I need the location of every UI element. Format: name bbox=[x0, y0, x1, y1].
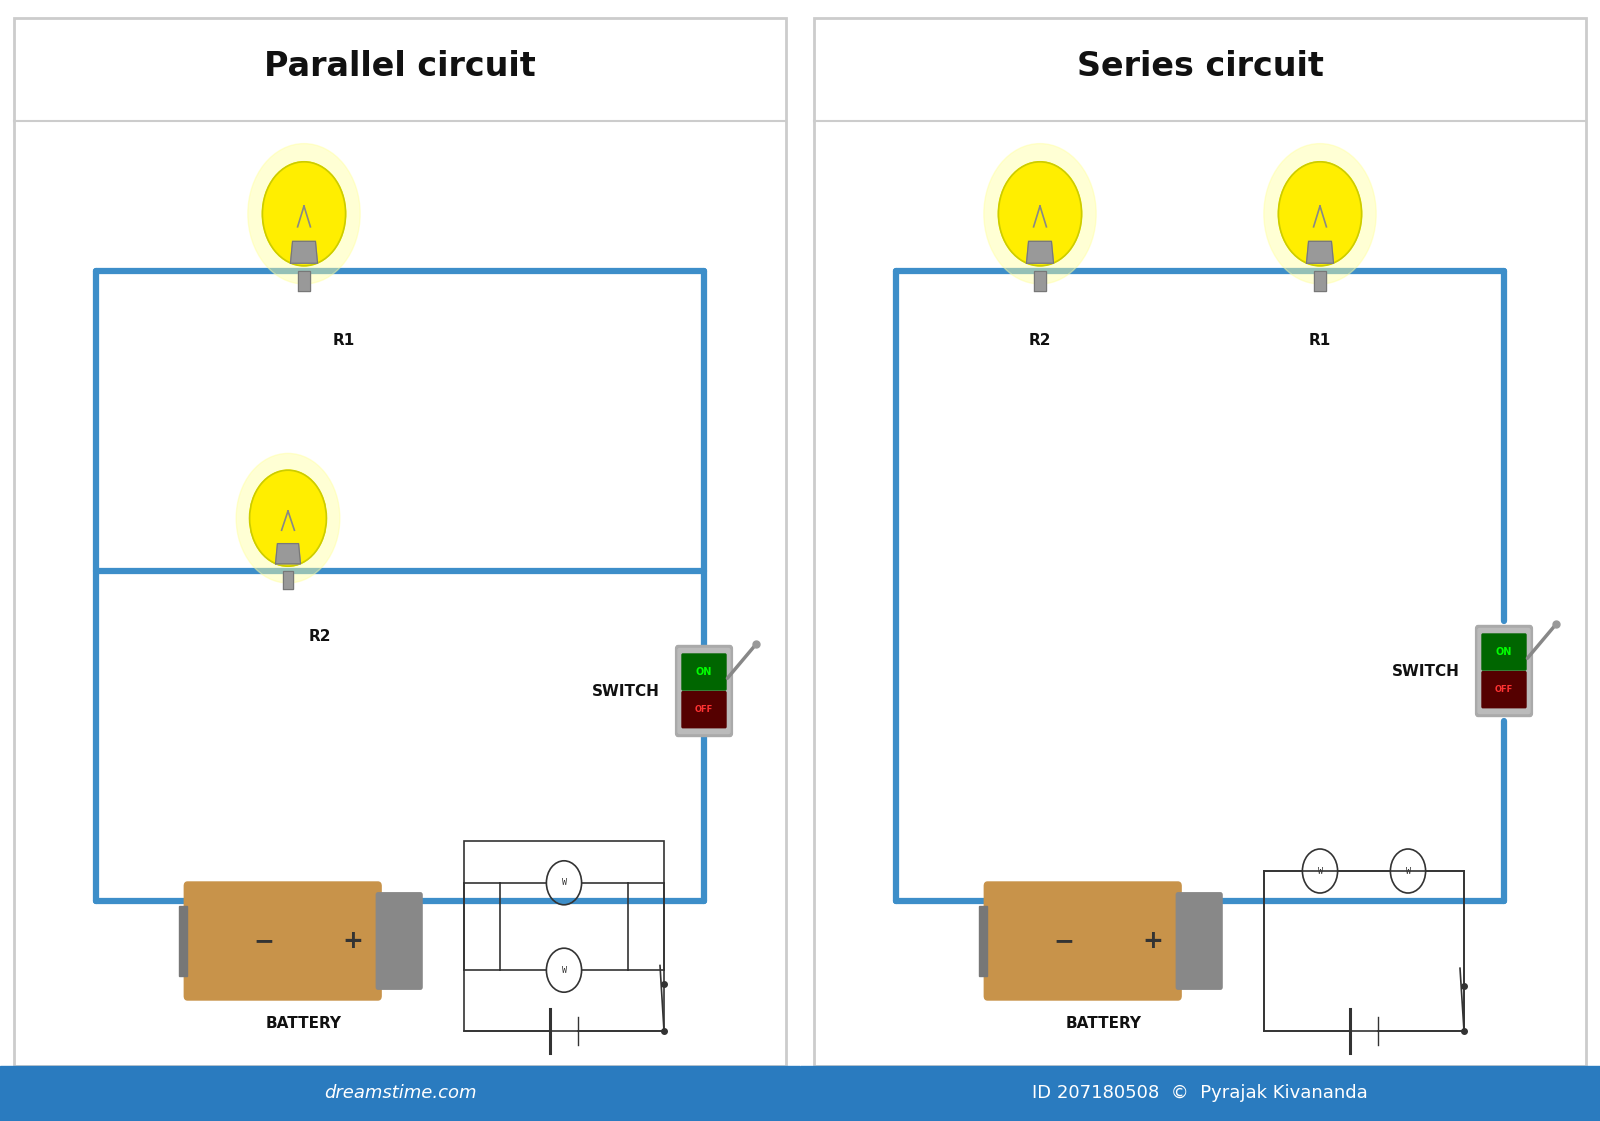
FancyBboxPatch shape bbox=[1475, 626, 1533, 716]
Polygon shape bbox=[275, 544, 301, 564]
Text: SWITCH: SWITCH bbox=[1392, 664, 1459, 678]
FancyBboxPatch shape bbox=[1482, 634, 1526, 670]
Circle shape bbox=[1264, 143, 1376, 284]
Bar bbox=[1314, 271, 1326, 290]
Text: Series circuit: Series circuit bbox=[1077, 49, 1323, 83]
Circle shape bbox=[250, 470, 326, 566]
Bar bbox=[0, 1066, 800, 1121]
Circle shape bbox=[984, 143, 1096, 284]
FancyBboxPatch shape bbox=[376, 892, 422, 989]
Text: W: W bbox=[1317, 867, 1323, 876]
Text: R1: R1 bbox=[333, 333, 355, 348]
FancyBboxPatch shape bbox=[1482, 671, 1526, 707]
Text: +: + bbox=[342, 929, 363, 953]
FancyBboxPatch shape bbox=[1478, 629, 1530, 713]
Polygon shape bbox=[1027, 241, 1053, 263]
Circle shape bbox=[262, 161, 346, 266]
Text: W: W bbox=[562, 965, 566, 974]
Text: +: + bbox=[1142, 929, 1163, 953]
Text: −: − bbox=[1053, 929, 1074, 953]
Bar bbox=[464, 841, 664, 1031]
Text: W: W bbox=[562, 878, 566, 888]
Text: ID 207180508  ©  Pyrajak Kivananda: ID 207180508 © Pyrajak Kivananda bbox=[1032, 1084, 1368, 1102]
Text: R2: R2 bbox=[1029, 333, 1051, 348]
FancyBboxPatch shape bbox=[984, 882, 1181, 1000]
Bar bbox=[298, 271, 310, 290]
Text: R2: R2 bbox=[309, 629, 331, 643]
Text: dreamstime.com: dreamstime.com bbox=[323, 1084, 477, 1102]
Circle shape bbox=[998, 161, 1082, 266]
Text: SWITCH: SWITCH bbox=[592, 684, 661, 698]
FancyBboxPatch shape bbox=[184, 882, 381, 1000]
Text: ON: ON bbox=[696, 667, 712, 677]
Text: R1: R1 bbox=[1309, 333, 1331, 348]
Bar bbox=[800, 1066, 1600, 1121]
FancyBboxPatch shape bbox=[682, 692, 726, 728]
FancyBboxPatch shape bbox=[1176, 892, 1222, 989]
Circle shape bbox=[237, 453, 339, 583]
Bar bbox=[1034, 271, 1046, 290]
Text: OFF: OFF bbox=[1494, 685, 1514, 694]
Bar bbox=[179, 906, 187, 976]
Text: BATTERY: BATTERY bbox=[266, 1016, 342, 1031]
FancyBboxPatch shape bbox=[678, 649, 730, 733]
Circle shape bbox=[1278, 161, 1362, 266]
Text: −: − bbox=[253, 929, 274, 953]
Bar bbox=[283, 571, 293, 590]
Text: W: W bbox=[1405, 867, 1411, 876]
Text: BATTERY: BATTERY bbox=[1066, 1016, 1142, 1031]
Polygon shape bbox=[1307, 241, 1333, 263]
Polygon shape bbox=[291, 241, 317, 263]
Bar bbox=[1264, 871, 1464, 1031]
Text: Parallel circuit: Parallel circuit bbox=[264, 49, 536, 83]
Text: OFF: OFF bbox=[694, 705, 714, 714]
Circle shape bbox=[248, 143, 360, 284]
Text: ON: ON bbox=[1496, 647, 1512, 657]
FancyBboxPatch shape bbox=[675, 646, 733, 736]
FancyBboxPatch shape bbox=[682, 654, 726, 691]
Bar bbox=[979, 906, 987, 976]
